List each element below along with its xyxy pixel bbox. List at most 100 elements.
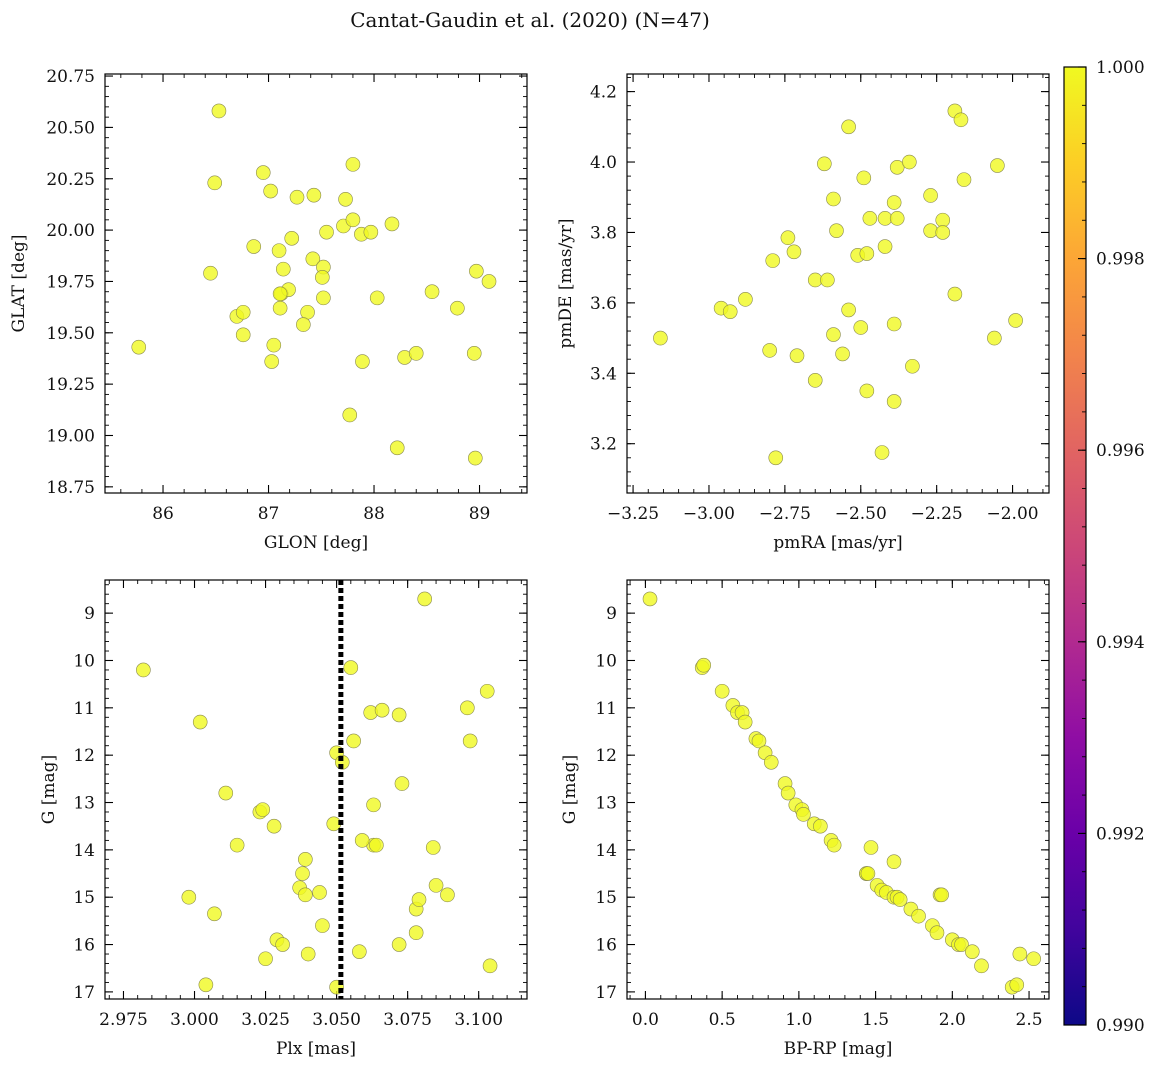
bprp-g-data-point: [929, 925, 945, 941]
colorbar-frame: [1063, 66, 1087, 1026]
bprp-g-data-point: [974, 958, 989, 974]
plx-g-data-point: [391, 937, 407, 952]
glon-glat-data-point: [305, 251, 321, 267]
plx-g-data-point: [462, 733, 478, 749]
pmra-pmde-y-tick-label: 4.0: [590, 153, 617, 173]
pmra-pmde-x-tick-label: −2.25: [911, 504, 963, 524]
glon-glat-data-point: [246, 239, 262, 254]
plx-g-data-point: [391, 707, 407, 723]
glon-glat-y-tick-label: 19.75: [46, 272, 95, 292]
glon-glat-data-point: [300, 304, 315, 320]
plx-g-data-point: [298, 852, 313, 867]
plx-g-data-point: [411, 892, 427, 907]
colorbar: 0.990 0.992 0.994 0.996 0.998 1.000: [1063, 58, 1145, 1036]
pmra-pmde-data-point: [789, 348, 805, 363]
plx-g-data-point: [300, 946, 316, 962]
pmra-pmde-data-point: [935, 212, 951, 228]
pmra-pmde-data-point: [841, 302, 856, 318]
plx-g-data-point: [207, 906, 222, 922]
glon-glat-points: [131, 103, 497, 466]
pmra-pmde-data-point: [923, 223, 938, 238]
plx-g-y-tick-label: 13: [73, 794, 95, 814]
pmra-pmde-data-point: [722, 304, 738, 319]
bprp-g-y-tick-label: 9: [606, 604, 617, 624]
bprp-g-y-tick-label: 15: [595, 888, 617, 908]
bprp-g-y-axis-label: G [mag]: [560, 755, 580, 824]
plx-g-points: [136, 591, 498, 995]
plx-g-data-point: [408, 925, 424, 941]
bprp-g-x-tick-label: 0.0: [632, 1010, 659, 1030]
glon-glat-data-point: [369, 290, 385, 306]
plx-g-x-tick-label: 3.025: [241, 1010, 290, 1030]
pmra-pmde-x-tick-label: −2.75: [759, 504, 811, 524]
pmra-pmde-y-axis-label: pmDE [mas/yr]: [556, 218, 576, 348]
colorbar-tick-label: 0.990: [1096, 1016, 1145, 1036]
glon-glat-data-point: [275, 261, 291, 277]
bprp-g-data-point: [860, 866, 876, 881]
pmra-pmde-data-point: [1008, 313, 1023, 328]
plx-g-data-point: [366, 797, 381, 813]
glon-glat-y-tick-label: 20.75: [46, 67, 95, 87]
plx-g-y-axis-label: G [mag]: [39, 755, 59, 824]
glon-glat-scatter-panel: 86 87 88 89 18.75 19.00 19.25 19.50 19.75 20.00 20…: [9, 67, 528, 553]
glon-glat-data-point: [450, 300, 465, 316]
glon-glat-y-axis-label: GLAT [deg]: [9, 234, 29, 332]
pmra-pmde-data-point: [947, 286, 963, 302]
bprp-g-data-point: [751, 733, 767, 749]
glon-glat-x-tick-label: 88: [363, 504, 385, 524]
pmra-pmde-data-point: [886, 316, 902, 332]
bprp-g-data-point: [863, 840, 879, 855]
glon-glat-y-tick-label: 19.25: [46, 375, 95, 395]
plx-g-data-point: [192, 714, 208, 730]
bprp-g-data-point: [934, 887, 949, 903]
bprp-g-data-point: [696, 657, 712, 673]
bprp-g-points: [642, 591, 1041, 995]
colorbar-gradient: [1064, 67, 1086, 1025]
pmra-pmde-data-point: [762, 343, 777, 358]
pmra-pmde-data-point: [935, 225, 951, 240]
pmra-pmde-y-tick-label: 3.8: [590, 223, 617, 243]
glon-glat-data-point: [389, 440, 405, 456]
plx-g-scatter-panel: 2.975 3.000 3.025 3.050 3.075 3.100 9 10 11 12 13 1…: [39, 579, 528, 1059]
pmra-pmde-data-point: [653, 330, 668, 346]
glon-glat-axes-frame: [104, 73, 528, 494]
bprp-g-y-tick-label: 16: [595, 936, 617, 956]
pmra-pmde-data-point: [841, 119, 856, 135]
bprp-g-data-point: [737, 714, 753, 730]
glon-glat-data-point: [272, 300, 288, 316]
pmra-pmde-data-point: [820, 272, 835, 288]
pmra-pmde-x-tick-label: −2.50: [835, 504, 887, 524]
plx-g-data-point: [354, 833, 370, 848]
pmra-pmde-x-axis-label: pmRA [mas/yr]: [773, 533, 902, 553]
plx-g-data-point: [352, 944, 367, 959]
plx-g-y-tick-label: 9: [84, 604, 95, 624]
glon-glat-data-point: [315, 270, 330, 285]
glon-glat-data-point: [272, 286, 288, 302]
pmra-pmde-data-point: [738, 292, 753, 307]
glon-glat-data-point: [211, 103, 227, 119]
bprp-g-ticks: 0.0 0.5 1.0 1.5 2.0 2.5 9 10 11 12 13 14 15 16 17: [595, 580, 1049, 1030]
glon-glat-y-tick-label: 18.75: [46, 478, 95, 498]
pmra-pmde-y-tick-label: 3.4: [590, 364, 617, 384]
bprp-g-axes-frame: [626, 579, 1050, 1000]
glon-glat-data-point: [468, 450, 483, 466]
plx-g-x-tick-label: 3.000: [170, 1010, 219, 1030]
plx-g-data-point: [346, 733, 361, 749]
glon-glat-data-point: [481, 274, 497, 289]
plx-g-data-point: [369, 837, 384, 853]
glon-glat-data-point: [316, 290, 331, 306]
glon-glat-y-tick-label: 19.00: [46, 426, 95, 446]
colorbar-tick-label: 0.996: [1096, 441, 1145, 461]
plx-g-data-point: [218, 785, 234, 801]
plx-g-data-point: [394, 776, 410, 791]
pmra-pmde-data-point: [874, 445, 890, 460]
glon-glat-data-point: [469, 263, 484, 279]
glon-glat-data-point: [264, 354, 279, 369]
pmra-pmde-data-point: [829, 223, 844, 238]
bprp-g-data-point: [911, 908, 926, 924]
glon-glat-data-point: [306, 187, 322, 203]
colorbar-tick-label: 0.994: [1096, 633, 1145, 653]
pmra-pmde-ticks: −3.25 −3.00 −2.75 −2.50 −2.25 −2.00 3.2 3.4 3.6 3…: [590, 74, 1049, 524]
glon-glat-data-point: [255, 165, 271, 180]
glon-glat-data-point: [319, 224, 334, 240]
